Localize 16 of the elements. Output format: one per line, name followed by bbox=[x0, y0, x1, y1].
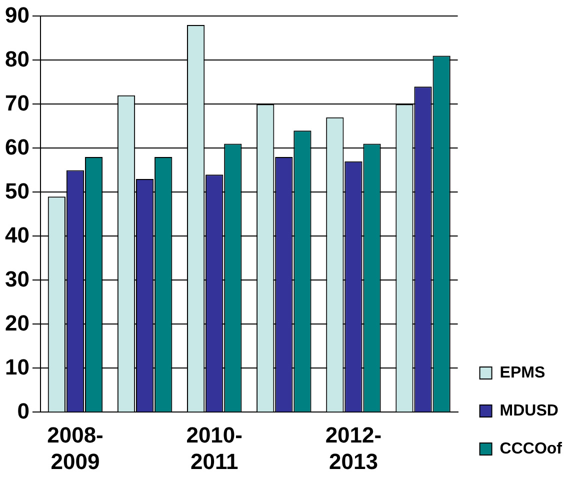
legend-label: CCCOof bbox=[500, 440, 563, 458]
y-tick-label: 50 bbox=[4, 178, 30, 204]
y-tick-label: 60 bbox=[4, 134, 30, 160]
y-tick-label: 20 bbox=[4, 310, 30, 336]
x-tick-label: 2010-2011 bbox=[186, 422, 242, 474]
x-tick-label: 2008-2009 bbox=[47, 422, 104, 474]
y-tick-label: 40 bbox=[4, 222, 30, 248]
legend-label: EPMS bbox=[500, 364, 546, 382]
y-tick-label: 80 bbox=[4, 46, 30, 72]
y-tick-label: 70 bbox=[4, 90, 30, 116]
y-tick-label: 10 bbox=[4, 354, 30, 380]
y-tick-label: 90 bbox=[4, 2, 30, 28]
y-tick-label: 0 bbox=[17, 398, 30, 424]
legend-label: MDUSD bbox=[500, 402, 558, 420]
x-tick-label: 2012-2013 bbox=[325, 422, 382, 474]
y-tick-label: 30 bbox=[4, 266, 30, 292]
